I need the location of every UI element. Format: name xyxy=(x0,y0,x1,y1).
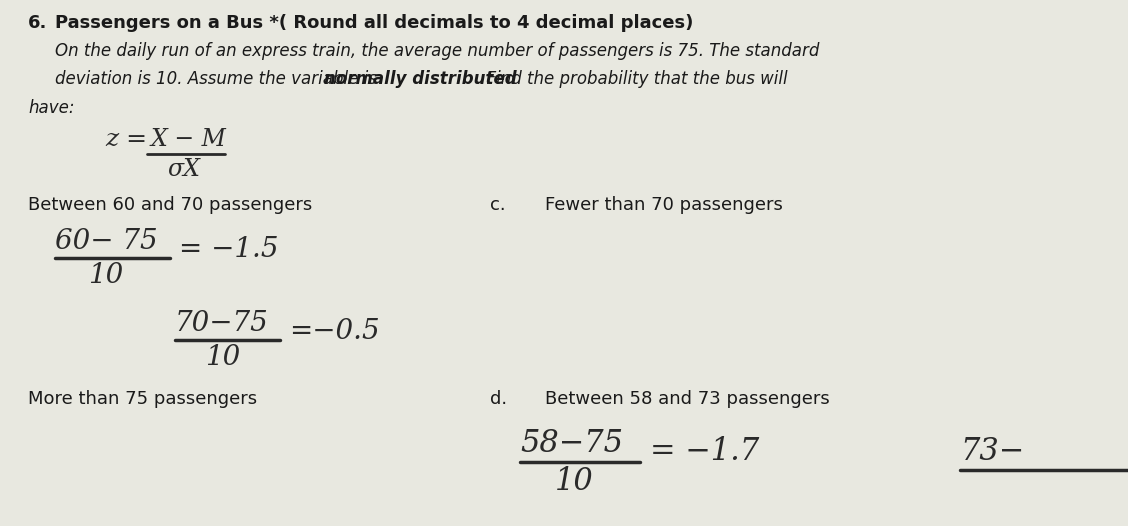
Text: 70−75: 70−75 xyxy=(175,310,268,337)
Text: normally distributed: normally distributed xyxy=(324,70,517,88)
Text: c.: c. xyxy=(490,196,505,214)
Text: z =: z = xyxy=(105,128,147,151)
Text: More than 75 passengers: More than 75 passengers xyxy=(28,390,257,408)
Text: = −1.7: = −1.7 xyxy=(650,436,759,467)
Text: 73−: 73− xyxy=(960,436,1024,467)
Text: = −1.5: = −1.5 xyxy=(179,236,279,263)
Text: . Find the probability that the bus will: . Find the probability that the bus will xyxy=(476,70,787,88)
Text: Passengers on a Bus *( Round all decimals to 4 decimal places): Passengers on a Bus *( Round all decimal… xyxy=(55,14,694,32)
Text: have:: have: xyxy=(28,99,74,117)
Text: Between 58 and 73 passengers: Between 58 and 73 passengers xyxy=(545,390,830,408)
Text: X − M: X − M xyxy=(151,128,227,151)
Text: d.: d. xyxy=(490,390,508,408)
Text: 60− 75: 60− 75 xyxy=(55,228,158,255)
Text: σX: σX xyxy=(167,158,200,181)
Text: Fewer than 70 passengers: Fewer than 70 passengers xyxy=(545,196,783,214)
Text: 58−75: 58−75 xyxy=(520,428,623,459)
Text: 10: 10 xyxy=(555,466,593,497)
Text: 6.: 6. xyxy=(28,14,47,32)
Text: deviation is 10. Assume the variable is: deviation is 10. Assume the variable is xyxy=(55,70,382,88)
Text: 10: 10 xyxy=(205,344,240,371)
Text: On the daily run of an express train, the average number of passengers is 75. Th: On the daily run of an express train, th… xyxy=(55,42,819,60)
Text: Between 60 and 70 passengers: Between 60 and 70 passengers xyxy=(28,196,312,214)
Text: 10: 10 xyxy=(88,262,123,289)
Text: =−0.5: =−0.5 xyxy=(289,318,380,345)
